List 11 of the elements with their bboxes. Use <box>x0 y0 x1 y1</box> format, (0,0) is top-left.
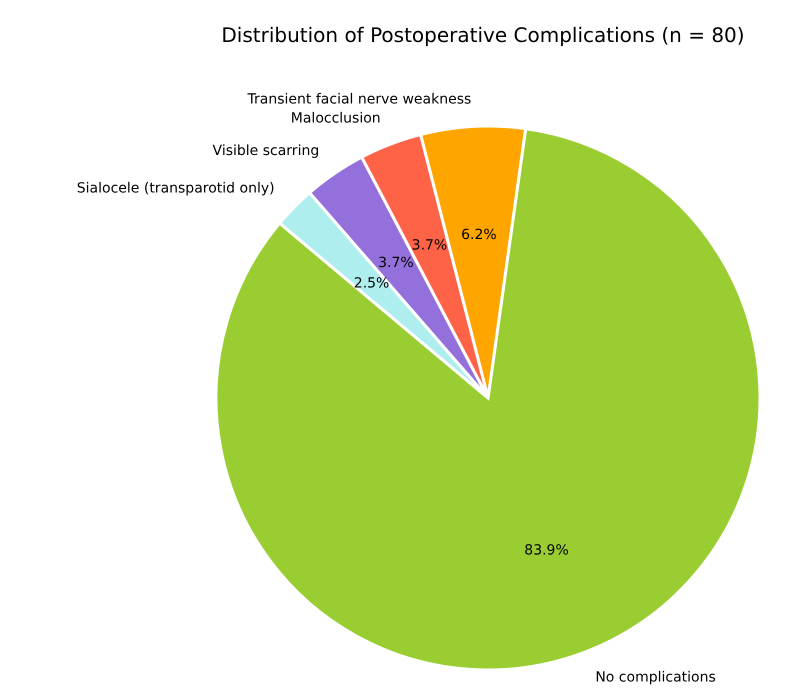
data-label: 3.7% <box>412 238 448 254</box>
slice-label: Sialocele (transparotid only) <box>76 180 275 196</box>
data-label: 3.7% <box>378 255 414 272</box>
data-label: 6.2% <box>461 227 497 244</box>
slice-label: Transient facial nerve weakness <box>246 91 472 108</box>
data-label: 2.5% <box>354 276 390 292</box>
slice-label: Visible scarring <box>212 142 320 159</box>
slice-label: No complications <box>595 669 716 686</box>
data-label: 83.9% <box>524 542 569 558</box>
chart-title: Distribution of Postoperative Complications (n = 80) <box>221 23 745 47</box>
slice-label: Malocclusion <box>290 110 381 127</box>
